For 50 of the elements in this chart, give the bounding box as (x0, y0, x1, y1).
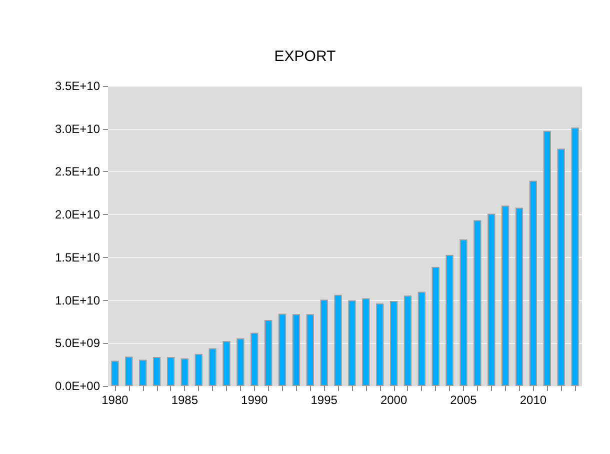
bar (474, 220, 482, 386)
x-tick-label: 1990 (241, 393, 268, 407)
bar (278, 314, 286, 386)
bar (432, 266, 440, 386)
bar (180, 358, 189, 386)
y-tick-label: 3.5E+10 (54, 79, 100, 93)
bar (418, 292, 426, 386)
bar (460, 239, 468, 386)
bar (152, 356, 161, 386)
x-tick-label: 1995 (310, 393, 338, 407)
bar (571, 127, 579, 386)
bar (529, 180, 538, 386)
y-tick-label: 2.5E+10 (54, 164, 100, 179)
x-tick-label: 2000 (380, 393, 408, 407)
bar (208, 348, 216, 386)
chart-title: EXPORT (274, 48, 336, 65)
bar (543, 130, 551, 386)
bar (236, 338, 244, 386)
bar (404, 295, 412, 386)
bar (390, 300, 398, 386)
bar (166, 356, 175, 386)
bar (264, 320, 272, 386)
bar (111, 360, 119, 386)
y-tick-label: 1.5E+10 (54, 250, 100, 264)
y-tick-label: 1.0E+10 (54, 293, 100, 308)
x-tick-label: 2010 (520, 393, 547, 407)
bar (446, 254, 454, 386)
x-tick-label: 1985 (171, 393, 198, 407)
bar (334, 294, 342, 386)
x-tick-label: 2005 (450, 393, 478, 407)
bar (222, 341, 230, 386)
bar (362, 298, 370, 386)
bar (515, 208, 524, 386)
y-tick-label: 3.0E+10 (54, 122, 100, 136)
bar (194, 354, 202, 386)
bar (139, 360, 147, 386)
y-tick-label: 2.0E+10 (54, 208, 100, 222)
x-tick-label: 1980 (102, 393, 129, 407)
bar (376, 303, 384, 386)
bar (348, 300, 356, 386)
bar (501, 206, 510, 386)
bar (250, 332, 258, 386)
y-tick-label: 0.0E+00 (54, 379, 100, 393)
bar (488, 214, 496, 386)
bar (125, 356, 133, 386)
bar (292, 314, 300, 386)
y-tick-label: 5.0E+09 (54, 336, 100, 350)
bar (557, 148, 565, 386)
bar (306, 314, 314, 386)
bar (320, 300, 328, 386)
